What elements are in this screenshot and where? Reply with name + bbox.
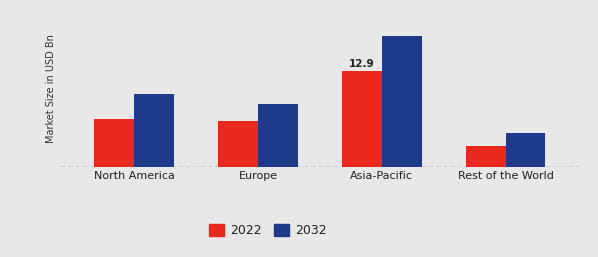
- Legend: 2022, 2032: 2022, 2032: [204, 219, 332, 242]
- Bar: [218, 121, 258, 167]
- Bar: [94, 118, 134, 167]
- Bar: [258, 104, 298, 167]
- Text: 12.9: 12.9: [349, 59, 375, 69]
- Bar: [466, 146, 506, 167]
- Bar: [382, 36, 422, 167]
- Bar: [506, 133, 545, 167]
- Y-axis label: Market Size in USD Bn: Market Size in USD Bn: [45, 34, 56, 143]
- Bar: [342, 71, 382, 167]
- Bar: [134, 94, 174, 167]
